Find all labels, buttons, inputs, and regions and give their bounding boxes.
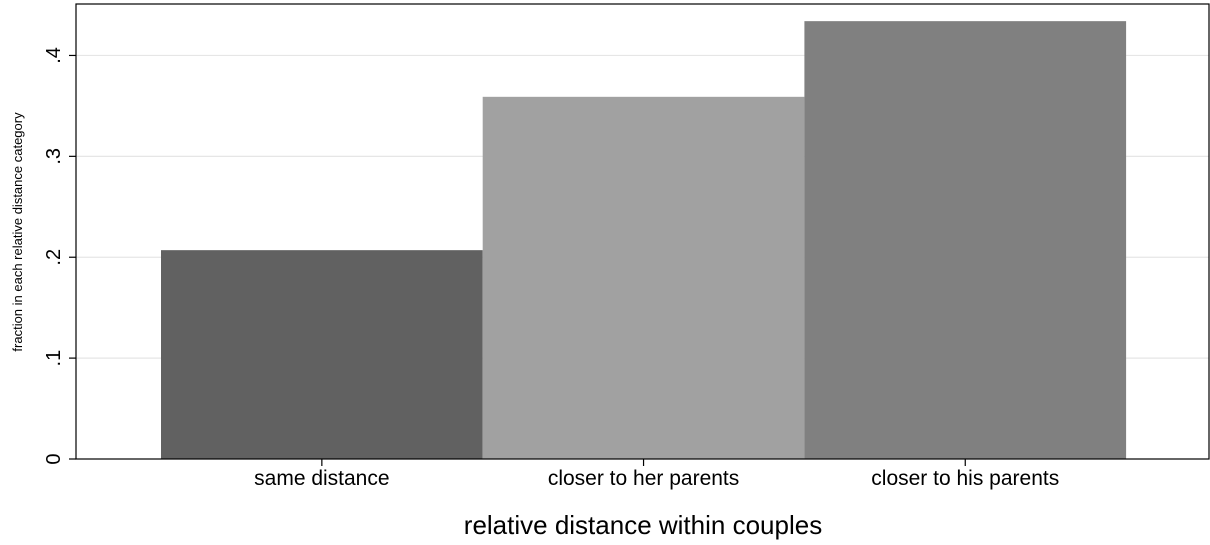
- bar-closer-to-her-parents: [482, 96, 805, 459]
- x-category-label: closer to her parents: [548, 467, 739, 490]
- y-axis-title: fraction in each relative distance categ…: [10, 112, 25, 352]
- y-tick-label: .1: [43, 350, 65, 367]
- bars: [161, 21, 1127, 459]
- x-category-label: closer to his parents: [871, 467, 1059, 490]
- y-axis: 0 .1 .2 .3 .4: [43, 47, 76, 465]
- bar-closer-to-his-parents: [804, 21, 1127, 459]
- x-axis: same distance closer to her parents closer…: [254, 459, 1059, 490]
- x-category-label: same distance: [254, 467, 389, 490]
- y-tick-label: .3: [43, 148, 65, 165]
- y-tick-label: .2: [43, 249, 65, 266]
- y-tick-label: 0: [43, 453, 65, 464]
- y-tick-label: .4: [43, 47, 65, 64]
- bar-same-distance: [161, 250, 483, 459]
- plot-area-frame: [75, 3, 1210, 460]
- x-axis-title: relative distance within couples: [464, 510, 822, 540]
